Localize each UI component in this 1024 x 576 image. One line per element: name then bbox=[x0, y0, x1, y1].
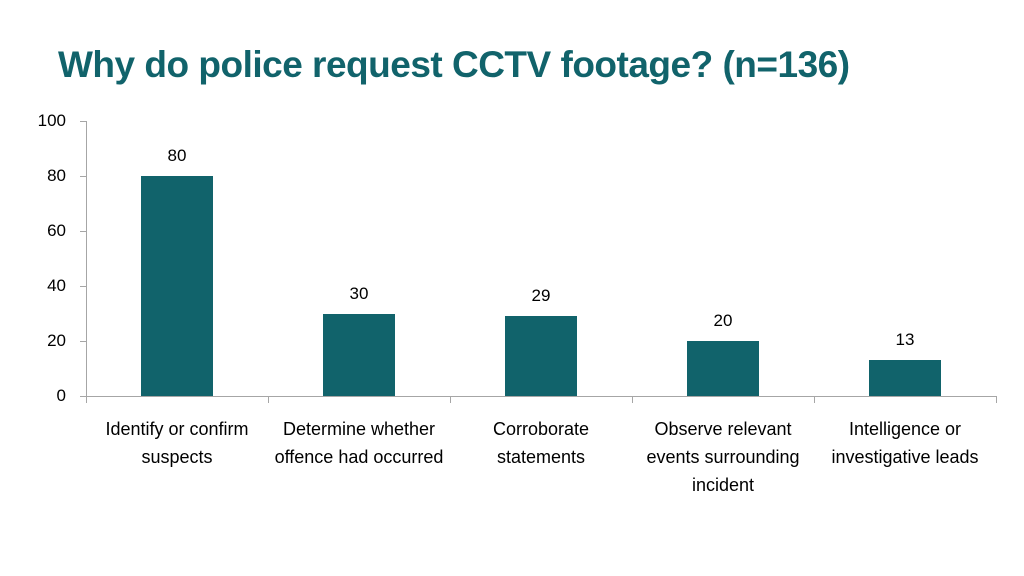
x-tick bbox=[632, 396, 633, 403]
data-label: 20 bbox=[713, 311, 733, 330]
bar bbox=[869, 360, 941, 396]
data-label: 29 bbox=[531, 286, 551, 306]
category-label: Intelligence or investigative leads bbox=[831, 419, 979, 467]
category-label: Identify or confirm suspects bbox=[105, 419, 249, 467]
x-tick bbox=[86, 396, 87, 403]
x-tick bbox=[996, 396, 997, 403]
y-tick bbox=[80, 121, 86, 122]
y-tick-label: 80 bbox=[47, 166, 66, 185]
bar bbox=[505, 316, 577, 396]
data-label: 80 bbox=[167, 146, 187, 165]
data-label: 13 bbox=[895, 330, 915, 350]
chart-title: Why do police request CCTV footage? (n=1… bbox=[58, 44, 850, 85]
bar bbox=[687, 341, 759, 396]
bar bbox=[323, 313, 395, 396]
y-tick bbox=[80, 176, 86, 177]
y-tick bbox=[80, 341, 86, 342]
category-label: Corroborate statements bbox=[492, 419, 590, 467]
x-axis bbox=[86, 396, 996, 397]
y-tick-label: 40 bbox=[47, 276, 66, 295]
x-tick bbox=[450, 396, 451, 403]
y-tick bbox=[80, 396, 86, 397]
y-tick-label: 20 bbox=[47, 331, 66, 350]
y-tick-label: 60 bbox=[47, 221, 66, 240]
y-tick-label: 100 bbox=[37, 111, 66, 130]
bar bbox=[141, 176, 213, 396]
category-label: Observe relevant events surrounding inci… bbox=[646, 419, 800, 495]
x-tick bbox=[268, 396, 269, 403]
y-axis bbox=[86, 121, 87, 397]
x-tick bbox=[814, 396, 815, 403]
y-tick bbox=[80, 286, 86, 287]
data-label: 30 bbox=[349, 283, 369, 303]
category-label: Determine whether offence had occurred bbox=[274, 419, 444, 467]
y-tick bbox=[80, 231, 86, 232]
y-tick-label: 0 bbox=[56, 386, 66, 405]
